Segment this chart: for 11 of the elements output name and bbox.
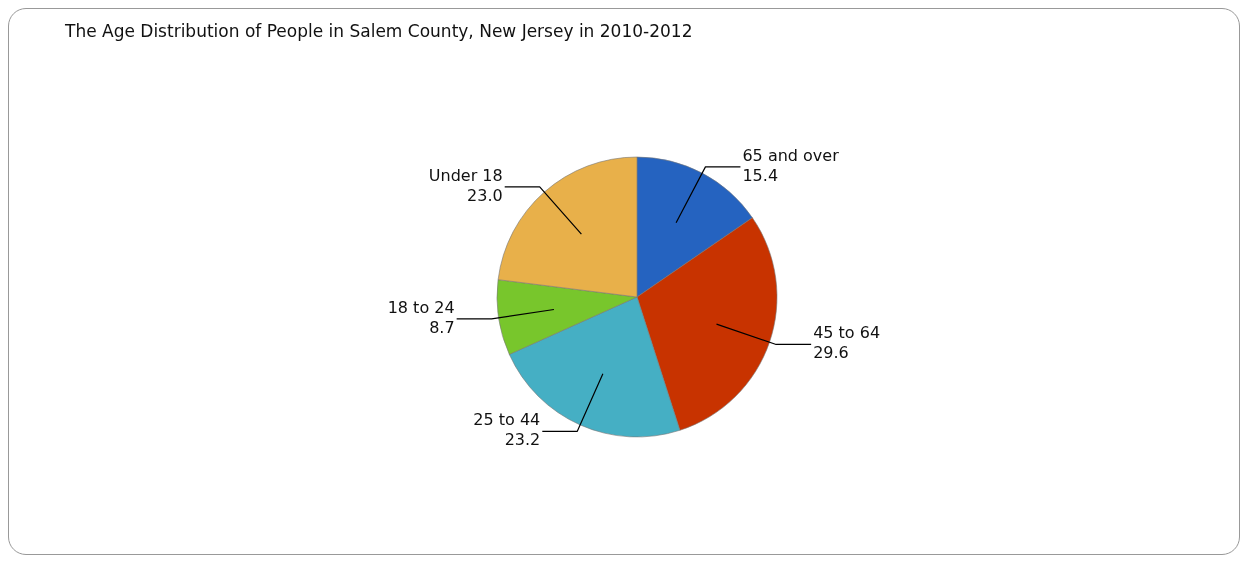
slice-label: 18 to 24	[387, 297, 455, 317]
chart-title: The Age Distribution of People in Salem County, New Jersey in 2010-2012	[65, 21, 693, 41]
slice-label: 65 and over	[742, 145, 840, 165]
slice-label: Under 18	[428, 165, 503, 185]
data-label: 23.2	[504, 430, 541, 450]
data-label: 8.7	[429, 317, 455, 337]
data-label: 23.0	[467, 185, 503, 205]
slice-label: 25 to 44	[473, 410, 541, 430]
data-label: 29.6	[813, 343, 849, 363]
slice-label: 45 to 64	[813, 323, 881, 343]
data-label: 15.4	[742, 165, 779, 185]
